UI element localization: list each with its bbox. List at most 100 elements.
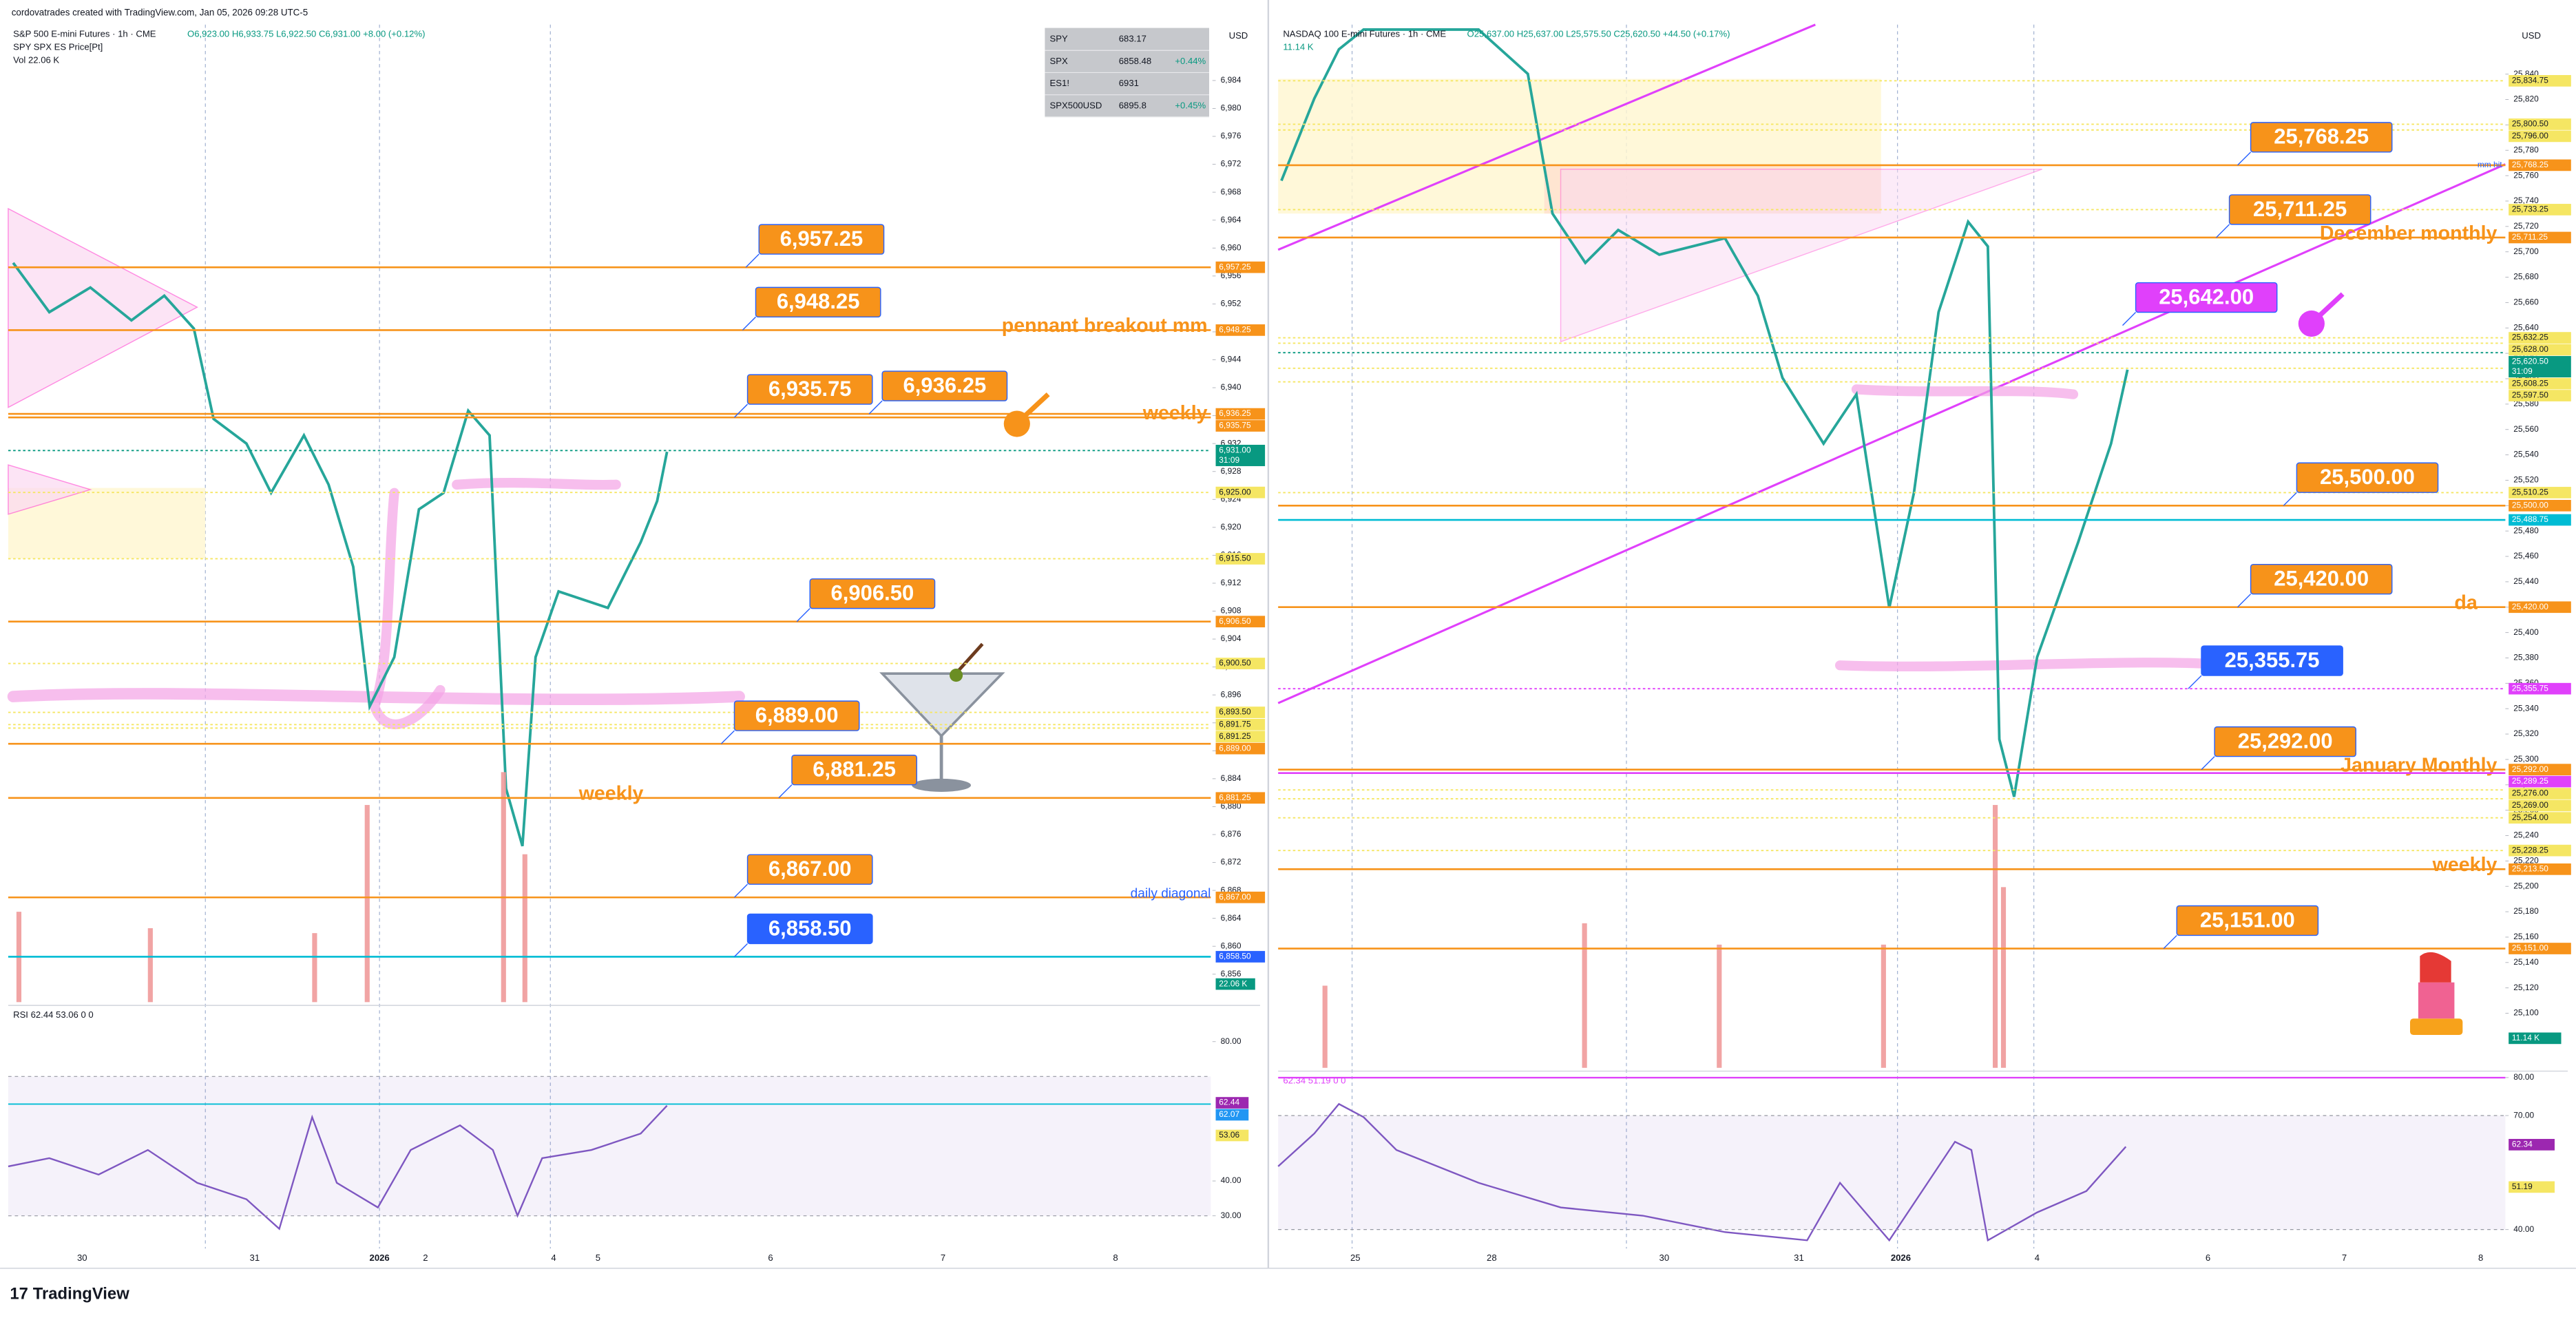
caption: cordovatrades created with TradingView.c… [12,8,308,18]
axis-price-label [2509,332,2571,344]
axis-price-label [2509,863,2571,875]
symbol-title: S&P 500 E-mini Futures · 1h · CME [13,29,156,39]
ohlc: O6,923.00 H6,933.75 L6,922.50 C6,931.00 … [187,29,425,39]
y-tick-label: 6,952 [1221,299,1242,308]
axis-price-text: 25,151.00 [2512,943,2548,953]
x-tick-label: 8 [2478,1253,2483,1263]
axis-price-text: 6,900.50 [1219,658,1251,668]
y-tick-label: 6,968 [1221,187,1242,196]
callout-leader [868,400,883,415]
callout-label: 6,906.50 [831,581,914,605]
callout-label: 25,500.00 [2320,465,2415,489]
axis-price-text: 25,800.50 [2512,119,2548,129]
y-tick-label: 25,740 [2513,196,2539,205]
y-tick-label: 25,720 [2513,221,2539,231]
y-tick-label: 25,160 [2513,932,2539,941]
callout-leader [745,253,760,268]
axis-price-label [2509,601,2571,614]
watchlist-symbol: SPY [1050,34,1068,44]
rsi-tick-label: 80.00 [1221,1036,1242,1046]
rsi-value-text: 53.06 [1219,1130,1239,1140]
level-note: daily diagonal [1131,887,1211,901]
axis-price-text: 25,254.00 [2512,813,2548,822]
y-tick-label: 25,220 [2513,856,2539,866]
y-tick-label: 6,884 [1221,773,1242,783]
x-tick-label: 28 [1487,1253,1497,1263]
y-tick-label: 6,856 [1221,969,1242,978]
rsi-tick-label: 40.00 [1221,1175,1242,1185]
watchlist-price: 6931 [1119,78,1139,88]
axis-price-text: 25,269.00 [2512,800,2548,810]
x-tick-label: 2026 [370,1253,390,1263]
callout-leader [2188,675,2202,689]
y-tick-label: 25,680 [2513,272,2539,282]
price-path [1280,28,2129,797]
x-tick-label: 5 [596,1253,600,1263]
callout-leader [742,316,757,331]
currency: USD [1229,30,1248,41]
y-tick-label: 25,240 [2513,830,2539,840]
rsi-legend: 62.34 51.19 0 0 [1283,1075,1345,1085]
axis-price-text: 25,768.25 [2512,160,2548,169]
axis-price-label [2509,344,2571,356]
callout-box [2176,905,2319,936]
level-note: weekly [1142,402,1208,424]
y-tick-label: 25,460 [2513,551,2539,561]
watchlist-price: 683.17 [1119,34,1146,44]
axis-price-text: 6,925.00 [1219,487,1251,496]
pennant [8,207,198,408]
callout-label: 6,935.75 [768,377,852,401]
callout-label: 25,292.00 [2238,729,2333,753]
callout-leader [2215,224,2230,238]
y-tick-label: 25,120 [2513,983,2539,992]
callout-label: 25,151.00 [2200,908,2295,932]
callout-label: 25,768.25 [2274,125,2369,149]
axis-price-label [1215,486,1266,499]
axis-price-label [2509,788,2571,799]
trendline [1277,163,2506,704]
y-tick-label: 25,820 [2513,94,2539,104]
y-tick-label: 6,912 [1221,578,1242,587]
level-note: mm hit [2478,160,2502,169]
callout-leader [720,730,735,744]
axis-price-label [1215,324,1266,336]
highlight [369,488,446,730]
axis-price-text: 6,867.00 [1219,892,1251,901]
callout-box [2135,282,2278,313]
watchlist-symbol: SPX500USD [1050,100,1102,110]
y-tick-label: 6,980 [1221,103,1242,113]
callout-leader [733,883,748,898]
callout-leader [2163,934,2177,950]
rsi-value-label [1215,1097,1249,1109]
callout-label: 25,711.25 [2253,197,2347,221]
volume-axis-label [2509,1032,2562,1045]
brand: TradingView [33,1284,129,1303]
x-tick-label: 4 [2035,1253,2040,1263]
callout-label: 25,355.75 [2225,648,2320,672]
callout-box [755,286,881,318]
x-tick-label: 8 [1113,1253,1118,1263]
callout-leader [2201,756,2215,771]
callout-box [746,374,873,405]
axis-price-label [2509,775,2571,788]
watchlist-symbol: SPX [1050,56,1068,66]
highlight [7,688,745,706]
callout-box [758,224,885,255]
axis-price-label [2509,159,2571,171]
axis-price-text: 25,228.25 [2512,845,2548,855]
axis-price-text: 25,355.75 [2512,683,2548,693]
axis-price-text: 25,711.25 [2512,232,2548,242]
axis-price-text: 25,289.25 [2512,776,2548,786]
callout-box [2201,645,2343,676]
axis-price-text: 6,948.25 [1219,325,1251,335]
callout-label: 6,936.25 [903,373,987,397]
x-tick-label: 30 [77,1253,87,1263]
axis-price-text: 6,858.50 [1219,952,1251,961]
y-tick-label: 6,928 [1221,466,1242,476]
axis-price-label [1215,553,1266,565]
callout-label: 6,858.50 [768,916,852,940]
axis-price-label [2509,514,2571,526]
volume-axis-text: 22.06 K [1219,978,1247,988]
